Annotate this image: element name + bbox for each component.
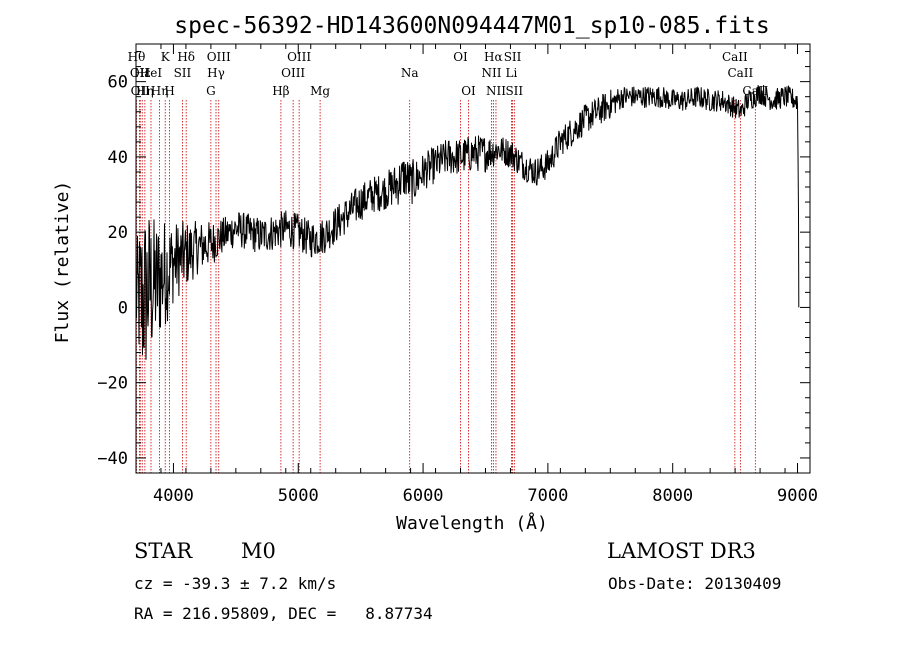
spectral-line-label: OIII xyxy=(207,50,231,64)
y-tick-label: 20 xyxy=(108,223,128,243)
spectral-line-label: OI xyxy=(461,84,476,98)
obs-date-text: Obs-Date: 20130409 xyxy=(608,574,782,593)
spectral-line-label: CaII xyxy=(722,50,748,64)
class-label: STAR xyxy=(134,539,193,563)
spectral-line-label: OI xyxy=(453,50,468,64)
x-tick-label: 5000 xyxy=(278,486,319,506)
y-tick-label: −20 xyxy=(97,374,128,394)
x-tick-label: 4000 xyxy=(153,486,194,506)
redshift-text: cz = -39.3 ± 7.2 km/s xyxy=(134,574,337,593)
spectral-line-label: Na xyxy=(401,66,419,80)
survey-label: LAMOST DR3 xyxy=(607,539,756,563)
spectral-line-label: Hβ xyxy=(272,84,289,98)
spectrum-group xyxy=(135,84,800,360)
spectral-line-label: G xyxy=(206,84,216,98)
spectral-line-label: SII xyxy=(505,84,523,98)
spectral-line-label: NII xyxy=(486,84,506,98)
x-tick-label: 8000 xyxy=(652,486,693,506)
spectrum-line xyxy=(135,84,800,360)
y-tick-label: 0 xyxy=(118,298,128,318)
spectral-line-label: K xyxy=(161,50,171,64)
spectral-line-label: SII xyxy=(174,66,192,80)
x-tick-label: 9000 xyxy=(777,486,818,506)
y-axis-label: Flux (relative) xyxy=(52,181,73,344)
spectral-line-label: Li xyxy=(506,66,518,80)
x-tick-label: 6000 xyxy=(403,486,444,506)
spectral-line-label: OII xyxy=(130,66,150,80)
spectral-line-label: OIII xyxy=(281,66,305,80)
axes-group: 4000 5000 6000 7000 8000 9000 −40 −20 0 20 40 60 xyxy=(97,43,818,506)
spectral-line-label: CaII xyxy=(727,66,753,80)
spectral-line-label: Hη xyxy=(136,84,154,98)
spectral-line-label: Hγ xyxy=(207,66,225,80)
spectral-line-label: CaII xyxy=(742,84,768,98)
spectral-lines-group: HθOIIOIIHεHηHeIHηKHSIIHδGHγOIIIHβOIIIOII… xyxy=(128,50,768,473)
spectral-line-label: OIII xyxy=(287,50,311,64)
spectral-line-label: Hη xyxy=(151,84,169,98)
spectrum-chart: spec-56392-HD143600N094447M01_sp10-085.f… xyxy=(52,13,818,534)
spectral-line-label: Hα xyxy=(484,50,503,64)
subclass-label: M0 xyxy=(241,539,276,563)
x-axis-label: Wavelength (Å) xyxy=(396,512,548,534)
spectral-line-label: Mg xyxy=(310,84,330,98)
spectral-line-label: OII xyxy=(131,84,151,98)
plot-frame xyxy=(135,43,811,474)
spectral-line-label: Hδ xyxy=(177,50,195,64)
y-tick-label: 40 xyxy=(108,148,128,168)
y-tick-label: 60 xyxy=(108,73,128,93)
x-tick-label: 7000 xyxy=(527,486,568,506)
spectral-line-label: NII xyxy=(481,66,501,80)
spectral-line-label: Hε xyxy=(134,66,151,80)
spectral-line-label: H xyxy=(164,84,174,98)
y-tick-label: −40 xyxy=(97,449,128,469)
chart-title: spec-56392-HD143600N094447M01_sp10-085.f… xyxy=(174,13,769,39)
coordinates-text: RA = 216.95809, DEC = 8.87734 xyxy=(134,604,433,623)
spectral-line-label: SII xyxy=(504,50,522,64)
spectral-line-label: HeI xyxy=(140,66,163,80)
